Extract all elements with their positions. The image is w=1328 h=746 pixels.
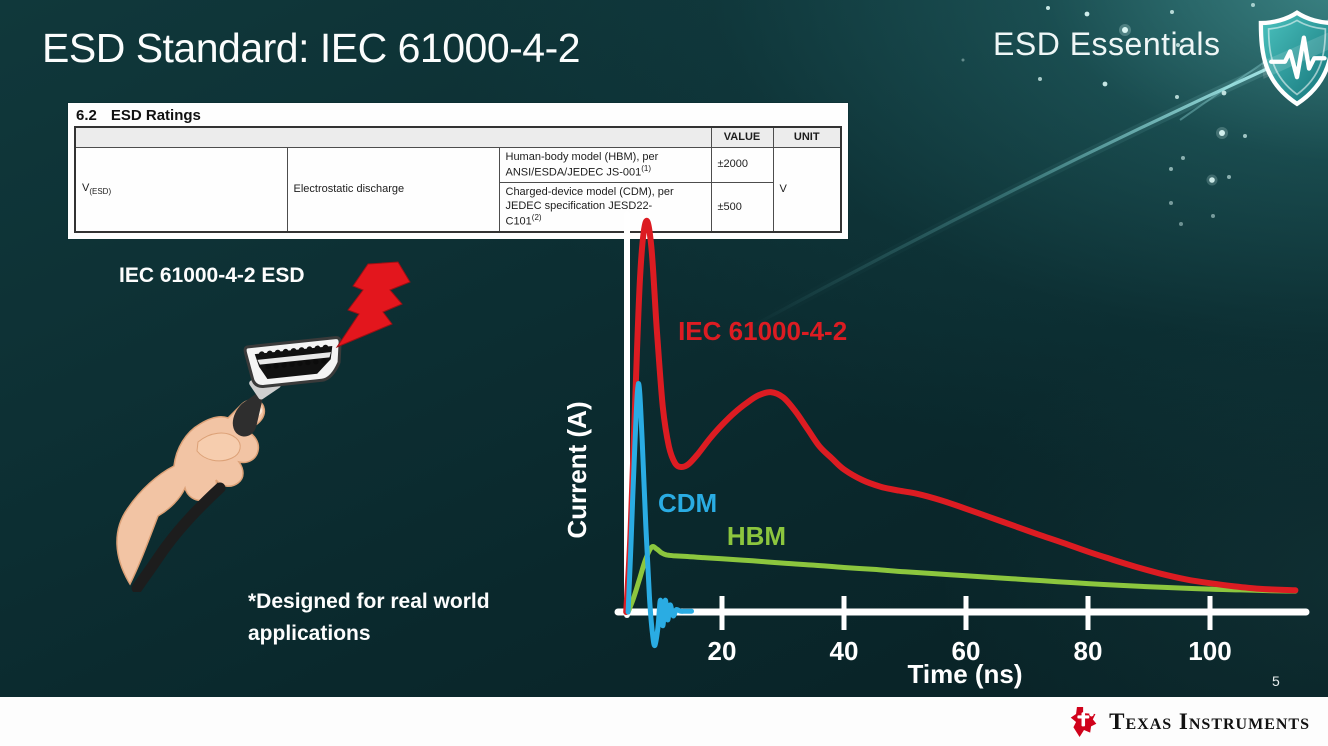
ti-wordmark: Texas Instruments [1109,708,1310,734]
hdmi-connector-icon [232,336,342,437]
iec-curve-label: IEC 61000-4-2 [678,316,847,346]
cdm-description-cell: Charged-device model (CDM), per JEDEC sp… [498,181,712,233]
header-unit: UNIT [772,126,842,148]
ti-logo: Texas Instruments [1069,706,1310,738]
x-axis-ticks: 20 40 60 80 100 [708,596,1232,666]
shield-heartbeat-icon [1254,8,1328,112]
x-tick-label: 40 [830,636,859,666]
param-symbol-cell: V(ESD) [74,146,288,233]
esd-strike-illustration [116,261,411,592]
iec-curve [623,217,1299,615]
param-name-cell: Electrostatic discharge [286,146,500,233]
x-tick-label: 20 [708,636,737,666]
iec-esd-label: IEC 61000-4-2 ESD [119,264,305,287]
hbm-curve-label: HBM [727,521,786,551]
cdm-curve [625,380,694,649]
cdm-curve-label: CDM [658,488,717,518]
table-header-row: VALUE UNIT [74,126,842,148]
hbm-curve [625,543,1298,615]
section-title: ESD Ratings [110,107,201,124]
unit-cell: V [772,146,842,233]
x-tick-label: 80 [1074,636,1103,666]
cdm-value-cell: ±500 [710,181,774,233]
hand-holding-cable-icon [116,399,266,592]
table-row: Charged-device model (CDM), per JEDEC sp… [75,181,841,233]
esd-ratings-card: 6.2 ESD Ratings VALUE UNIT V(ESD) Electro… [68,103,848,240]
brand-block: ESD Essentials [993,26,1221,63]
header-value: VALUE [710,126,774,148]
esd-ratings-table: VALUE UNIT V(ESD) Electrostatic discharg… [74,126,842,234]
x-axis-title: Time (ns) [907,659,1022,689]
ratings-section-heading: 6.2 ESD Ratings [74,106,842,126]
esd-current-chart: 20 40 60 80 100 IEC 61000-4-2 CDM HBM Time (… [562,211,1310,689]
y-axis-title: Current (A) [562,401,592,538]
header-blank-cell [74,126,712,148]
footer-bar: Texas Instruments [0,697,1328,746]
page-number: 5 [1272,673,1280,689]
ti-texas-logo-icon [1070,706,1097,737]
hbm-value-cell: ±2000 [710,146,774,183]
section-number: 6.2 [76,107,97,124]
thumb [196,432,241,462]
x-tick-label: 60 [952,636,981,666]
designed-note: *Designed for real world applications [248,590,490,645]
x-tick-label: 100 [1188,636,1231,666]
lightning-bolt-icon [335,261,411,349]
table-row: V(ESD) Electrostatic discharge Human-bod… [74,146,842,233]
cable [131,482,226,592]
slide-title: ESD Standard: IEC 61000-4-2 [42,25,581,71]
series-title: ESD Essentials [993,26,1221,62]
hbm-description-cell: Human-body model (HBM), per ANSI/ESDA/JE… [498,146,712,183]
